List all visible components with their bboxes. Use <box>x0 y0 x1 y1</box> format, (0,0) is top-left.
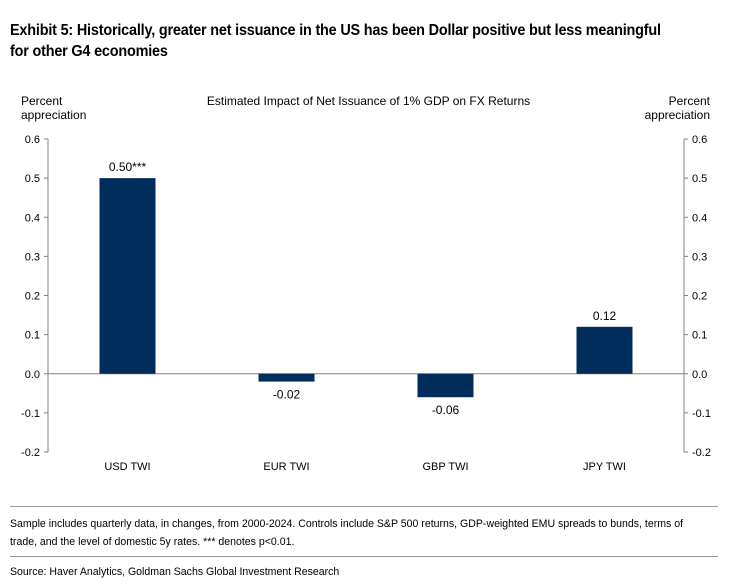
y-tick-label-right: 0.5 <box>692 173 707 185</box>
bar <box>99 178 156 374</box>
y-tick-label-left: 0.6 <box>25 134 40 146</box>
y-tick-label-left: 0.3 <box>25 251 40 263</box>
footnote: Sample includes quarterly data, in chang… <box>10 518 684 548</box>
y-axis-title-right-text: Percent appreciation <box>644 94 710 122</box>
y-tick-label-left: 0.1 <box>25 330 40 342</box>
y-tick-label-right: 0.6 <box>692 134 707 146</box>
y-tick-label-left: 0.4 <box>25 212 40 224</box>
y-tick-label-right: 0.1 <box>692 330 707 342</box>
y-axis-title-right: Percent appreciation <box>642 94 710 122</box>
y-tick-label-left: -0.2 <box>21 447 40 459</box>
footnote-divider <box>10 506 718 507</box>
data-label: 0.12 <box>593 309 617 323</box>
x-tick-label: USD TWI <box>104 461 150 473</box>
y-tick-label-right: 0.2 <box>692 291 707 303</box>
y-tick-label-right: -0.1 <box>692 408 711 420</box>
y-tick-label-left: 0.0 <box>25 369 40 381</box>
data-label: 0.50*** <box>109 160 147 174</box>
y-axis-title-left: Percent appreciation <box>21 94 101 122</box>
exhibit-title: Exhibit 5: Historically, greater net iss… <box>10 22 661 60</box>
chart-title: Estimated Impact of Net Issuance of 1% G… <box>206 94 531 108</box>
y-tick-label-left: -0.1 <box>21 408 40 420</box>
y-tick-label-left: 0.5 <box>25 173 40 185</box>
data-label: -0.06 <box>432 403 460 417</box>
data-label: -0.02 <box>273 388 301 402</box>
y-axis-title-left-text: Percent appreciation <box>21 94 87 122</box>
y-tick-label-right: 0.3 <box>692 251 707 263</box>
bar <box>576 326 633 374</box>
source-note: Source: Haver Analytics, Goldman Sachs G… <box>10 566 340 578</box>
y-tick-label-right: -0.2 <box>692 447 711 459</box>
x-tick-label: JPY TWI <box>583 461 626 473</box>
y-tick-label-right: 0.4 <box>692 212 707 224</box>
source-divider <box>10 556 718 557</box>
y-tick-label-right: 0.0 <box>692 369 707 381</box>
x-tick-label: GBP TWI <box>422 461 468 473</box>
x-tick-label: EUR TWI <box>263 461 309 473</box>
bar <box>258 373 315 382</box>
bar <box>417 373 474 398</box>
y-tick-label-left: 0.2 <box>25 291 40 303</box>
